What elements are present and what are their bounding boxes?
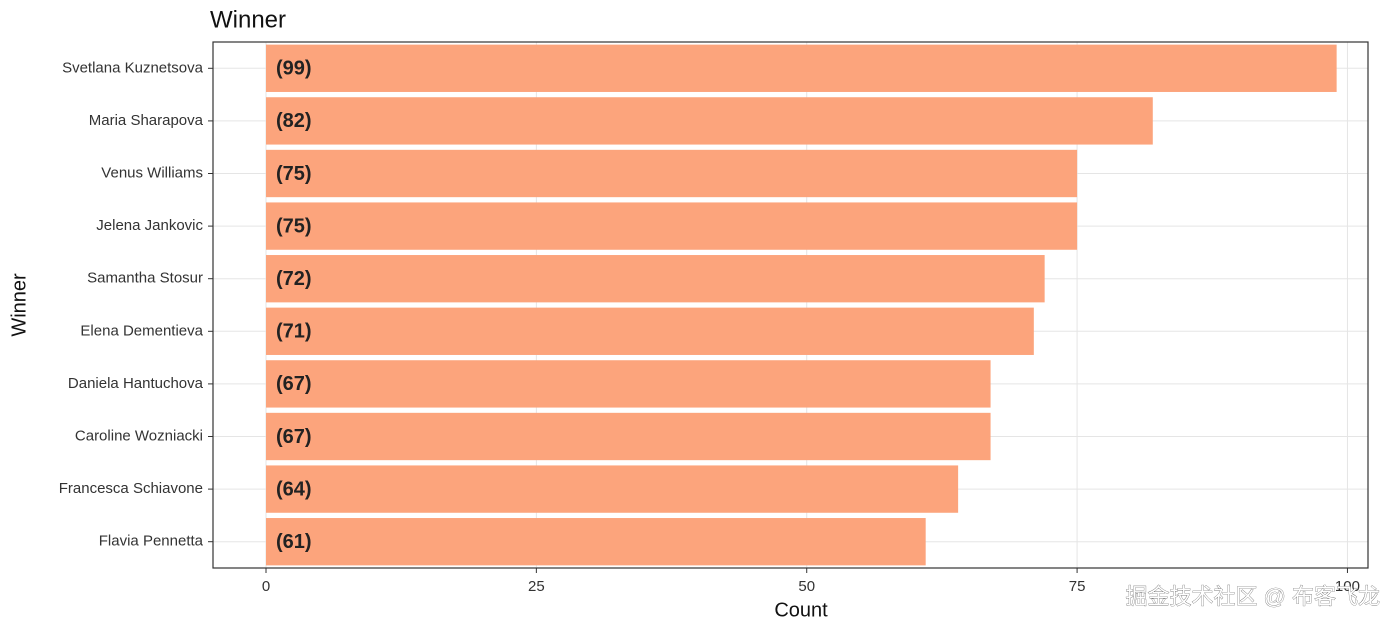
y-tick-label: Samantha Stosur	[87, 270, 203, 287]
x-tick-label: 25	[528, 578, 545, 595]
value-label: (82)	[276, 110, 312, 132]
bar	[265, 518, 926, 566]
value-label: (64)	[276, 478, 312, 500]
x-tick-label: 50	[798, 578, 815, 595]
y-tick-label: Venus Williams	[101, 164, 203, 181]
bar	[265, 44, 1337, 92]
value-label: (67)	[276, 373, 312, 395]
y-tick-label: Maria Sharapova	[89, 112, 204, 129]
value-label: (75)	[276, 215, 312, 237]
bar	[265, 307, 1034, 355]
y-tick-label: Elena Dementieva	[80, 322, 203, 339]
x-tick-label: 100	[1335, 578, 1360, 595]
y-axis-title: Winner	[8, 273, 30, 337]
value-label: (71)	[276, 321, 312, 343]
watermark: 掘金技术社区 @ 布客飞龙	[1125, 584, 1380, 609]
x-tick-label: 0	[262, 578, 270, 595]
bar	[265, 412, 991, 461]
y-tick-label: Daniela Hantuchova	[68, 375, 204, 392]
y-tick-label: Flavia Pennetta	[99, 533, 204, 550]
plot-border	[212, 41, 1369, 569]
x-tick-label: 75	[1069, 578, 1086, 595]
bar	[265, 97, 1153, 145]
value-label: (99)	[276, 58, 312, 80]
bar	[265, 255, 1045, 303]
value-label: (67)	[276, 426, 312, 448]
bar	[265, 465, 959, 513]
chart-title: Winner	[210, 6, 286, 33]
value-label: (75)	[276, 163, 312, 185]
y-tick-label: Francesca Schiavone	[59, 480, 203, 497]
y-tick-label: Svetlana Kuznetsova	[62, 59, 204, 76]
value-label: (61)	[276, 531, 312, 553]
bar	[265, 149, 1078, 198]
y-tick-label: Caroline Wozniacki	[75, 427, 203, 444]
bar	[265, 360, 991, 408]
y-tick-label: Jelena Jankovic	[96, 217, 203, 234]
bar	[265, 202, 1078, 250]
value-label: (72)	[276, 268, 312, 290]
x-axis-title: Count	[774, 599, 828, 621]
